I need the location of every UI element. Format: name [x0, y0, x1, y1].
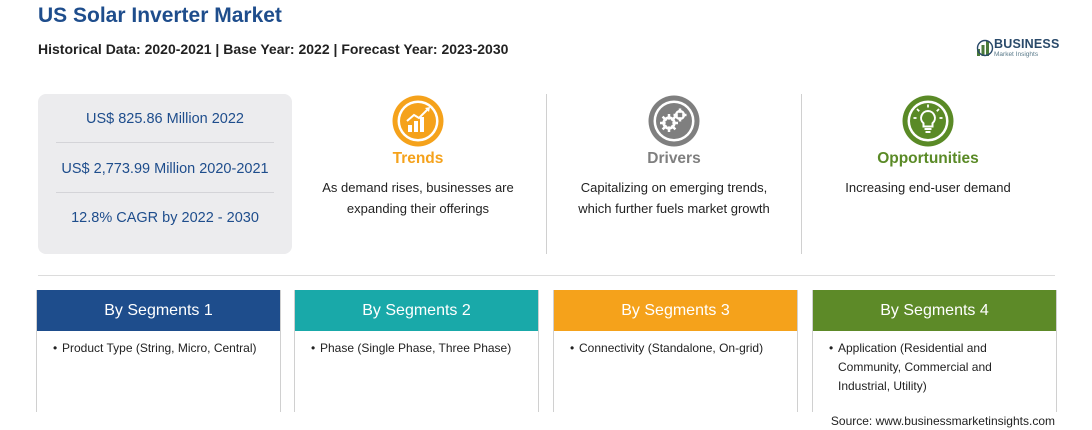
opportunities-description-line: Increasing end-user demand [845, 180, 1011, 195]
bullet-icon: • [311, 341, 316, 355]
trends-heading: Trends [392, 150, 444, 167]
opportunities-description: Increasing end-user demand [808, 177, 1048, 198]
logo-wordmark: BUSINESS [994, 37, 1060, 51]
stat-divider [56, 142, 274, 143]
segment-card-1: By Segments 1 • Product Type (String, Mic… [36, 290, 281, 412]
segment-body: • Connectivity (Standalone, On-grid) [554, 331, 797, 358]
gears-icon [647, 94, 701, 148]
bullet-icon: • [570, 341, 575, 355]
source-credit: Source: www.businessmarketinsights.com [830, 414, 1055, 428]
bar-chart-globe-icon [976, 39, 994, 57]
segment-card-3: By Segments 3 • Connectivity (Standalone,… [553, 290, 798, 412]
historical-value-stat: US$ 2,773.99 Million 2020-2021 [61, 161, 269, 177]
opportunities-heading: Opportunities [877, 150, 979, 167]
segment-body: • Phase (Single Phase, Three Phase) [295, 331, 538, 358]
trends-description-line: expanding their offerings [346, 201, 490, 216]
page-subtitle: Historical Data: 2020-2021 | Base Year: … [38, 41, 509, 57]
trends-column: Trends As demand rises, businesses are e… [298, 94, 538, 219]
drivers-description-line: Capitalizing on emerging trends, [580, 180, 768, 195]
market-value-stat: US$ 825.86 Million 2022 [86, 111, 244, 127]
stat-divider [56, 192, 274, 193]
segment-card-2: By Segments 2 • Phase (Single Phase, Thre… [294, 290, 539, 412]
bullet-icon: • [829, 341, 834, 355]
company-logo: BUSINESS Market Insights [976, 36, 1066, 60]
list-item-text: Connectivity (Standalone, On-grid) [579, 341, 764, 355]
drivers-column: Drivers Capitalizing on emerging trends,… [554, 94, 794, 219]
page-title: US Solar Inverter Market [38, 4, 282, 27]
segment-heading: By Segments 3 [554, 290, 797, 331]
trends-description-line: As demand rises, businesses are [322, 180, 514, 195]
list-item: • Phase (Single Phase, Three Phase) [311, 339, 526, 358]
segment-card-4: By Segments 4 • Application (Residential … [812, 290, 1057, 412]
list-item-text: Product Type (String, Micro, Central) [62, 341, 257, 355]
list-item: • Product Type (String, Micro, Central) [53, 339, 268, 358]
trends-description: As demand rises, businesses are expandin… [298, 177, 538, 219]
cagr-stat: 12.8% CAGR by 2022 - 2030 [71, 210, 259, 226]
market-stats-panel: US$ 825.86 Million 2022 US$ 2,773.99 Mil… [38, 94, 292, 254]
segment-heading: By Segments 1 [37, 290, 280, 331]
segment-heading: By Segments 4 [813, 290, 1056, 331]
drivers-description: Capitalizing on emerging trends, which f… [554, 177, 794, 219]
lightbulb-icon [901, 94, 955, 148]
logo-tagline: Market Insights [994, 51, 1039, 58]
list-item-text: Application (Residential and Community, … [838, 341, 992, 393]
growth-chart-icon [391, 94, 445, 148]
drivers-description-line: which further fuels market growth [578, 201, 770, 216]
section-divider [38, 275, 1055, 276]
list-item: • Application (Residential and Community,… [829, 339, 1044, 396]
list-item-text: Phase (Single Phase, Three Phase) [320, 341, 512, 355]
opportunities-column: Opportunities Increasing end-user demand [808, 94, 1048, 198]
drivers-heading: Drivers [647, 150, 701, 167]
segment-body: • Application (Residential and Community,… [813, 331, 1056, 396]
column-divider [546, 94, 547, 254]
list-item: • Connectivity (Standalone, On-grid) [570, 339, 785, 358]
column-divider [801, 94, 802, 254]
segment-body: • Product Type (String, Micro, Central) [37, 331, 280, 358]
segment-heading: By Segments 2 [295, 290, 538, 331]
bullet-icon: • [53, 341, 58, 355]
